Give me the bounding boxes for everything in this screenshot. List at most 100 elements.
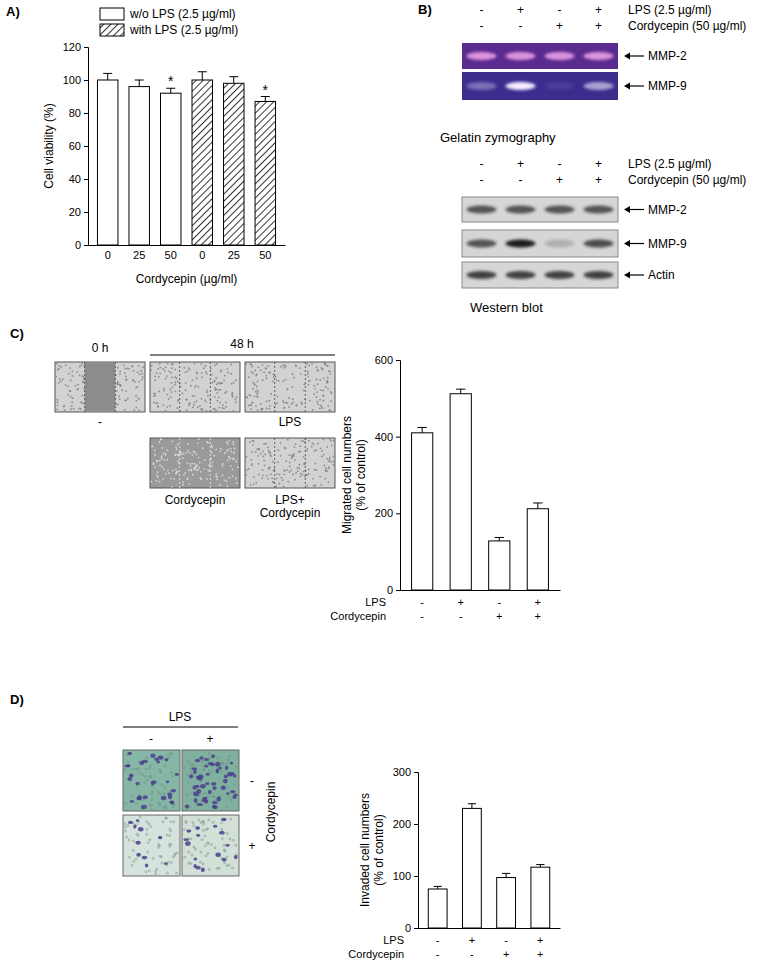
pore-texture [149, 765, 151, 767]
cell-texture [265, 443, 267, 445]
cell-texture [246, 456, 248, 458]
cell-texture [174, 369, 176, 371]
cell-texture [206, 373, 208, 375]
pore-texture [204, 845, 206, 847]
cell-texture [287, 469, 289, 471]
blot-band [545, 240, 575, 248]
error-bar [536, 865, 544, 868]
cell-texture [233, 452, 235, 454]
cell-texture [171, 789, 177, 793]
bar [531, 867, 550, 928]
y-tick: 400 [375, 431, 400, 443]
x-axis: 0255002550 [89, 245, 286, 261]
cell-texture [200, 478, 202, 480]
pore-texture [142, 774, 144, 776]
x-tick-label: 25 [133, 249, 145, 261]
condition-label: Cordycepin [165, 493, 226, 507]
cell-texture [195, 454, 197, 456]
cell-texture [268, 400, 270, 402]
pore-texture [164, 787, 166, 789]
cell-texture [136, 797, 141, 800]
cell-texture [141, 805, 147, 809]
cell-texture [163, 453, 165, 455]
cell-texture [196, 834, 200, 837]
cell-texture [333, 464, 335, 466]
cell-texture [177, 454, 179, 456]
arrow-head [624, 83, 630, 90]
blot-strip [462, 72, 618, 100]
y-axis-line [396, 361, 401, 591]
cell-texture [287, 439, 289, 441]
pore-texture [160, 856, 162, 858]
cell-texture [197, 386, 199, 388]
cell-texture [276, 402, 278, 404]
pore-texture [155, 873, 157, 875]
pore-texture [236, 766, 238, 768]
pore-texture [230, 818, 232, 820]
bar [192, 80, 212, 245]
cell-texture [323, 400, 325, 402]
cell-texture [306, 450, 308, 452]
cell-texture [201, 376, 203, 378]
cell-texture [126, 368, 128, 370]
pore-texture [231, 867, 233, 869]
cell-texture [223, 379, 225, 381]
error-bar [229, 77, 238, 84]
pore-texture [200, 851, 202, 853]
cell-texture [308, 468, 310, 470]
y-tick: 0 [75, 239, 88, 251]
cell-texture [206, 441, 208, 443]
x-axis-line [419, 928, 561, 929]
cell-texture [326, 380, 328, 382]
cell-texture [216, 389, 218, 391]
cell-texture [219, 402, 221, 404]
cell-texture [219, 450, 221, 452]
y-tick: 600 [375, 354, 400, 366]
pore-texture [200, 861, 202, 863]
column-header: LPS [169, 710, 192, 724]
pore-texture [203, 769, 205, 771]
cell-texture [191, 454, 193, 456]
cell-texture [209, 464, 211, 466]
cell-texture [295, 472, 297, 474]
cell-texture [280, 455, 282, 457]
pore-texture [124, 823, 126, 825]
cell-texture [232, 469, 234, 471]
condition-label: - [98, 415, 102, 429]
pore-texture [202, 863, 204, 865]
cell-texture [154, 449, 156, 451]
cell-texture [183, 474, 185, 476]
error-bar [456, 389, 465, 394]
cell-texture [191, 463, 193, 465]
cell-texture [189, 369, 191, 371]
cell-texture [260, 409, 262, 411]
cell-texture [230, 458, 232, 460]
cell-texture [171, 386, 173, 388]
cell-texture [204, 459, 206, 461]
cell-texture [197, 442, 199, 444]
cell-texture [160, 438, 162, 440]
y-tick-mark [84, 212, 88, 213]
cell-texture [77, 388, 79, 390]
cell-texture [253, 440, 255, 442]
blot-band [545, 271, 575, 279]
pore-texture [125, 836, 127, 838]
cell-texture [204, 800, 208, 804]
cell-texture [285, 401, 287, 403]
y-tick-mark [414, 876, 418, 877]
cell-texture [327, 377, 329, 379]
y-tick-label: 400 [375, 431, 393, 443]
legend-swatch [100, 8, 124, 20]
gap-edge [274, 362, 275, 412]
y-tick-label: 120 [63, 41, 81, 53]
cell-texture [186, 452, 188, 454]
cell-texture [172, 470, 174, 472]
cell-texture [299, 464, 301, 466]
x-axis-title: Cordycepin (µg/ml) [136, 272, 238, 286]
cell-texture [193, 785, 197, 789]
bar [497, 878, 516, 928]
blot-band [506, 52, 536, 60]
condition-mark: + [469, 934, 475, 946]
cell-texture [59, 378, 61, 380]
cell-texture [119, 373, 121, 375]
